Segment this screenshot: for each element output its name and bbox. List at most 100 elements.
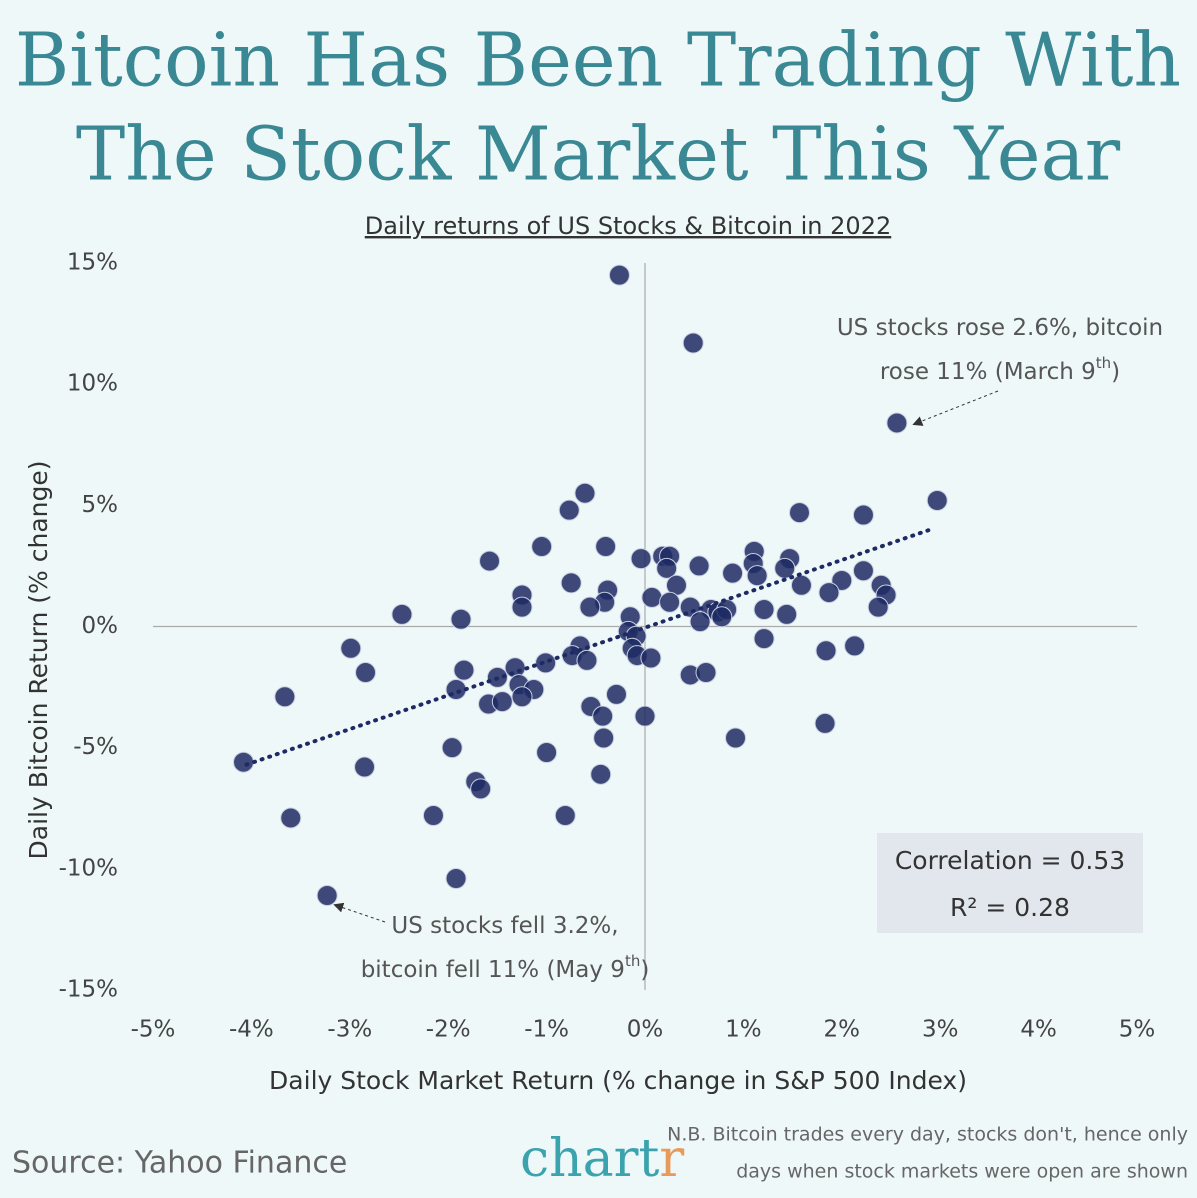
point xyxy=(531,536,553,558)
point xyxy=(790,574,812,596)
point xyxy=(852,504,874,526)
annotation-text: US stocks fell 3.2%, xyxy=(391,913,618,939)
annotation-text: ) xyxy=(640,957,649,983)
x-tick-label: 1% xyxy=(725,1017,762,1043)
point xyxy=(340,637,362,659)
stats-text: R² = 0.28 xyxy=(950,893,1070,922)
stats-box xyxy=(877,833,1143,933)
point xyxy=(491,691,513,713)
x-tick-label: -5% xyxy=(131,1017,176,1043)
point xyxy=(788,502,810,524)
point xyxy=(641,586,663,608)
point xyxy=(926,489,948,511)
annotation: rose 11% (March 9th) xyxy=(880,354,1120,385)
point xyxy=(274,686,296,708)
point xyxy=(815,640,837,662)
point xyxy=(844,635,866,657)
point xyxy=(711,606,733,628)
y-tick-label: -15% xyxy=(59,977,118,1003)
point xyxy=(886,412,908,434)
point xyxy=(867,596,889,618)
note: N.B. Bitcoin trades every day, stocks do… xyxy=(667,1124,1188,1146)
point xyxy=(536,742,558,764)
x-tick-label: 5% xyxy=(1119,1017,1156,1043)
source: Source: Yahoo Finance xyxy=(12,1146,347,1181)
point xyxy=(630,548,652,570)
point xyxy=(640,647,662,669)
point xyxy=(725,727,747,749)
point xyxy=(634,705,656,727)
point xyxy=(445,679,467,701)
point xyxy=(354,756,376,778)
y-tick-label: 0% xyxy=(82,613,119,639)
logo: chartr xyxy=(520,1129,684,1189)
x-axis-label: Daily Stock Market Return (% change in S… xyxy=(269,1066,967,1095)
y-tick-label: 15% xyxy=(67,250,118,276)
y-tick-label: 5% xyxy=(82,492,119,518)
point xyxy=(592,705,614,727)
point xyxy=(445,868,467,890)
point xyxy=(689,611,711,633)
annotation: bitcoin fell 11% (May 9th) xyxy=(361,952,650,983)
point xyxy=(682,332,704,354)
point xyxy=(560,572,582,594)
chart-title: Bitcoin Has Been Trading With xyxy=(15,17,1181,103)
point xyxy=(355,662,377,684)
x-tick-label: -3% xyxy=(327,1017,372,1043)
annotation-text: rose 11% (March 9 xyxy=(880,359,1096,385)
y-axis-label: Daily Bitcoin Return (% change) xyxy=(24,461,53,860)
point xyxy=(453,659,475,681)
annotation: US stocks fell 3.2%, xyxy=(391,913,618,939)
annotation-sup: th xyxy=(1096,354,1111,372)
stats-text: Correlation = 0.53 xyxy=(895,846,1125,875)
point xyxy=(316,884,338,906)
point xyxy=(608,264,630,286)
annotation-text: bitcoin fell 11% (May 9 xyxy=(361,957,625,983)
point xyxy=(605,683,627,705)
y-tick-label: 10% xyxy=(67,371,118,397)
annotation-text: US stocks rose 2.6%, bitcoin xyxy=(837,315,1163,341)
x-tick-label: -4% xyxy=(229,1017,274,1043)
annotation-text: ) xyxy=(1111,359,1120,385)
point xyxy=(579,596,601,618)
arrow xyxy=(333,902,386,923)
chart-title: The Stock Market This Year xyxy=(76,111,1121,197)
point xyxy=(746,565,768,587)
point xyxy=(450,608,472,630)
point xyxy=(831,569,853,591)
point xyxy=(391,603,413,625)
point xyxy=(659,591,681,613)
point xyxy=(595,536,617,558)
annotation-sup: th xyxy=(625,952,640,970)
point xyxy=(574,482,596,504)
point xyxy=(590,763,612,785)
point xyxy=(511,596,533,618)
point xyxy=(479,550,501,572)
point xyxy=(695,662,717,684)
point xyxy=(753,599,775,621)
x-tick-label: -2% xyxy=(426,1017,471,1043)
point xyxy=(280,807,302,829)
y-tick-label: -5% xyxy=(73,734,118,760)
point xyxy=(818,582,840,604)
point xyxy=(535,652,557,674)
point xyxy=(470,778,492,800)
point xyxy=(656,557,678,579)
point xyxy=(593,727,615,749)
point xyxy=(576,649,598,671)
point xyxy=(852,560,874,582)
point xyxy=(554,805,576,827)
point xyxy=(753,628,775,650)
x-tick-label: 4% xyxy=(1020,1017,1057,1043)
subtitle: Daily returns of US Stocks & Bitcoin in … xyxy=(365,212,891,240)
y-tick-label: -10% xyxy=(59,855,118,881)
point xyxy=(776,603,798,625)
logo-text: chart xyxy=(520,1129,659,1189)
logo-text: r xyxy=(659,1129,684,1189)
x-tick-label: 0% xyxy=(627,1017,664,1043)
annotation: US stocks rose 2.6%, bitcoin xyxy=(837,315,1163,341)
x-tick-label: 2% xyxy=(824,1017,861,1043)
point xyxy=(722,562,744,584)
point xyxy=(558,499,580,521)
